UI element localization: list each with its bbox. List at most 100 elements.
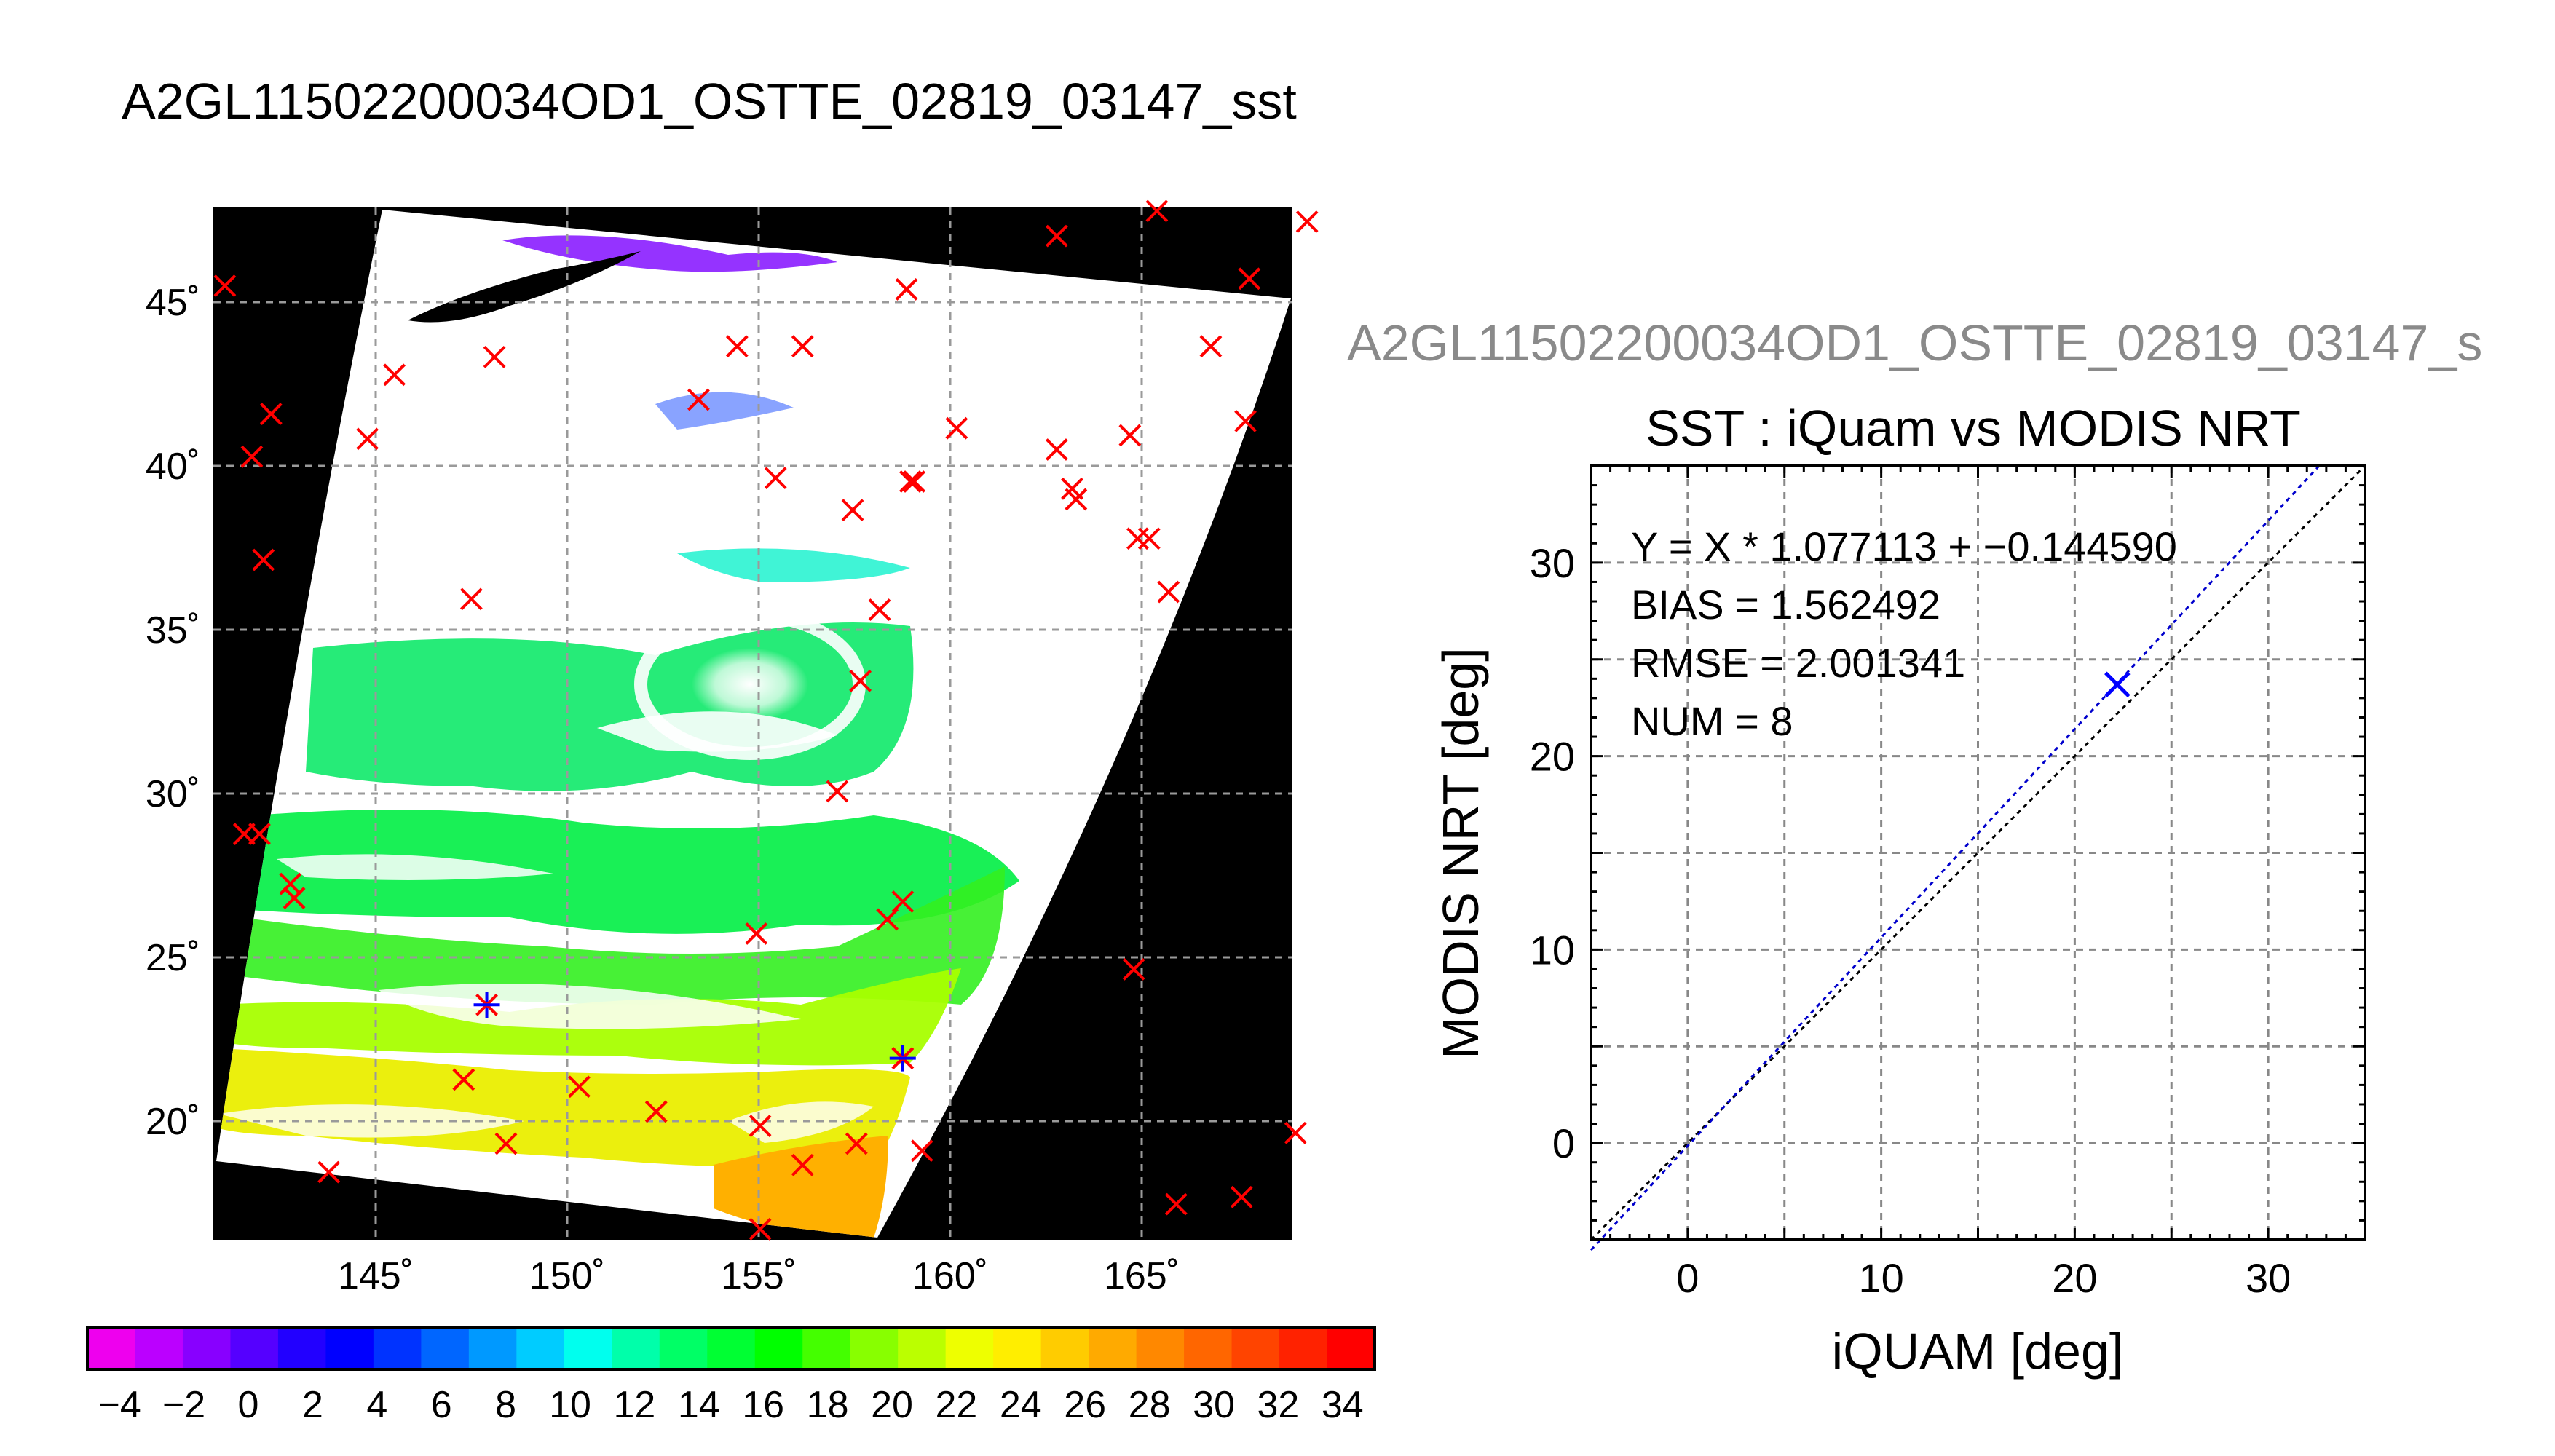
colorbar-cell [945, 1327, 994, 1369]
lat-tick-label: 45˚ [146, 282, 200, 324]
colorbar-cell [1040, 1327, 1089, 1369]
y-tick-label: 10 [1530, 927, 1575, 973]
colorbar-tick-label: 20 [871, 1384, 913, 1426]
insitu-marker [899, 470, 922, 493]
y-tick-label: 30 [1530, 540, 1575, 586]
colorbar-tick-label: 6 [431, 1384, 452, 1426]
insitu-marker [644, 1100, 668, 1123]
colorbar-cell [993, 1327, 1042, 1369]
insitu-marker [749, 1217, 772, 1241]
colorbar-cell [898, 1327, 947, 1369]
colorbar-cell [87, 1327, 136, 1369]
sst-field [218, 235, 1019, 1238]
rmse-stat: RMSE = 2.001341 [1631, 640, 1965, 686]
colorbar-cell [277, 1327, 327, 1369]
cloud-streak [379, 984, 801, 1029]
insitu-marker [868, 598, 891, 621]
colorbar-cell [612, 1327, 660, 1369]
insitu-marker [1234, 409, 1257, 432]
colorbar-frame [86, 1326, 1376, 1371]
scatter-grid [1591, 466, 2365, 1240]
colorbar-tick-label: 14 [678, 1384, 720, 1426]
colorbar-cells [87, 1327, 1375, 1369]
insitu-marker [791, 335, 814, 358]
lat-tick-label: 30˚ [146, 773, 200, 815]
colorbar-cell [182, 1327, 232, 1369]
colorbar: −4 −2 0 2 4 6 8 10 12 14 16 18 20 22 24 26 28 30 32 34 [86, 1326, 1376, 1426]
colorbar-tick-label: 18 [807, 1384, 849, 1426]
colorbar-cell [1089, 1327, 1137, 1369]
sst-patch-north [408, 251, 641, 323]
cyclone-swirl [692, 648, 808, 721]
insitu-marker [248, 823, 271, 845]
colorbar-cell [802, 1327, 851, 1369]
insitu-marker [1295, 210, 1319, 233]
sst-patch-orange [714, 1136, 888, 1238]
scatter-plot: A2GL11502200034OD1_OSTTE_02819_03147_s S… [1347, 314, 2482, 1380]
insitu-marker [1118, 424, 1142, 447]
insitu-marker [849, 669, 872, 692]
lon-tick-label: 150˚ [529, 1255, 605, 1297]
colorbar-cell [659, 1327, 708, 1369]
data-point [2104, 671, 2131, 698]
x-tick-label: 30 [2246, 1255, 2291, 1301]
insitu-marker [891, 890, 915, 913]
insitu-marker [1284, 1121, 1307, 1144]
insitu-marker [483, 345, 506, 368]
x-tick-label: 10 [1858, 1255, 1903, 1301]
insitu-marker [826, 780, 849, 803]
insitu-marker [945, 416, 968, 440]
lon-tick-label: 160˚ [912, 1255, 988, 1297]
scatter-points [2104, 671, 2131, 698]
insitu-marker [452, 1068, 475, 1091]
colorbar-cell [230, 1327, 279, 1369]
lat-labels: 45˚ 40˚ 35˚ 30˚ 25˚ 20˚ [146, 282, 200, 1143]
colorbar-cell [1327, 1327, 1375, 1369]
insitu-marker [791, 1153, 814, 1176]
insitu-marker [841, 499, 864, 522]
colorbar-tick-label: 0 [238, 1384, 259, 1426]
insitu-marker [1238, 267, 1261, 290]
insitu-marker [745, 922, 768, 945]
insitu-marker [749, 1115, 772, 1137]
scatter-tick-labels: 0 10 20 30 0 10 20 30 [1530, 540, 2291, 1301]
one-to-one-line [1590, 464, 2366, 1241]
sst-patch-cyan [677, 548, 910, 582]
insitu-marker [240, 445, 264, 468]
insitu-marker [317, 1160, 341, 1184]
sst-map: 45˚ 40˚ 35˚ 30˚ 25˚ 20˚ 145˚ 150˚ 155˚ 1… [146, 199, 1319, 1297]
insitu-markers [213, 199, 1319, 1241]
sst-patch-green [306, 622, 914, 791]
insitu-marker [876, 908, 899, 931]
colorbar-cell [1136, 1327, 1185, 1369]
colorbar-cell [564, 1327, 612, 1369]
bias-stat: BIAS = 1.562492 [1631, 582, 1940, 628]
colorbar-tick-label: −2 [162, 1384, 205, 1426]
cyclone-swirl [634, 609, 866, 760]
lat-tick-label: 40˚ [146, 446, 200, 488]
colorbar-tick-label: 16 [742, 1384, 784, 1426]
insitu-marker [252, 548, 275, 571]
lat-tick-label: 20˚ [146, 1101, 200, 1143]
sst-patch-north [502, 235, 837, 272]
matched-marker [473, 992, 500, 1018]
insitu-marker [259, 403, 283, 426]
x-tick-label: 20 [2052, 1255, 2097, 1301]
sst-patch-yellow [218, 1048, 910, 1168]
colorbar-cell [1279, 1327, 1328, 1369]
scatter-subtitle: A2GL11502200034OD1_OSTTE_02819_03147_s [1347, 314, 2482, 371]
insitu-marker [725, 335, 749, 358]
colorbar-tick-label: 26 [1064, 1384, 1106, 1426]
colorbar-labels: −4 −2 0 2 4 6 8 10 12 14 16 18 20 22 24 26 28 30 32 34 [98, 1384, 1364, 1426]
insitu-marker [279, 872, 302, 895]
lon-tick-label: 145˚ [338, 1255, 414, 1297]
insitu-marker [383, 363, 406, 387]
insitu-marker [845, 1132, 868, 1155]
scatter-title: SST : iQuam vs MODIS NRT [1646, 400, 2301, 456]
regression-equation: Y = X * 1.077113 + −0.144590 [1631, 523, 2177, 569]
colorbar-tick-label: 28 [1129, 1384, 1171, 1426]
colorbar-tick-label: 32 [1257, 1384, 1299, 1426]
colorbar-cell [373, 1327, 422, 1369]
colorbar-cell [850, 1327, 899, 1369]
sst-swath [216, 210, 1291, 1238]
